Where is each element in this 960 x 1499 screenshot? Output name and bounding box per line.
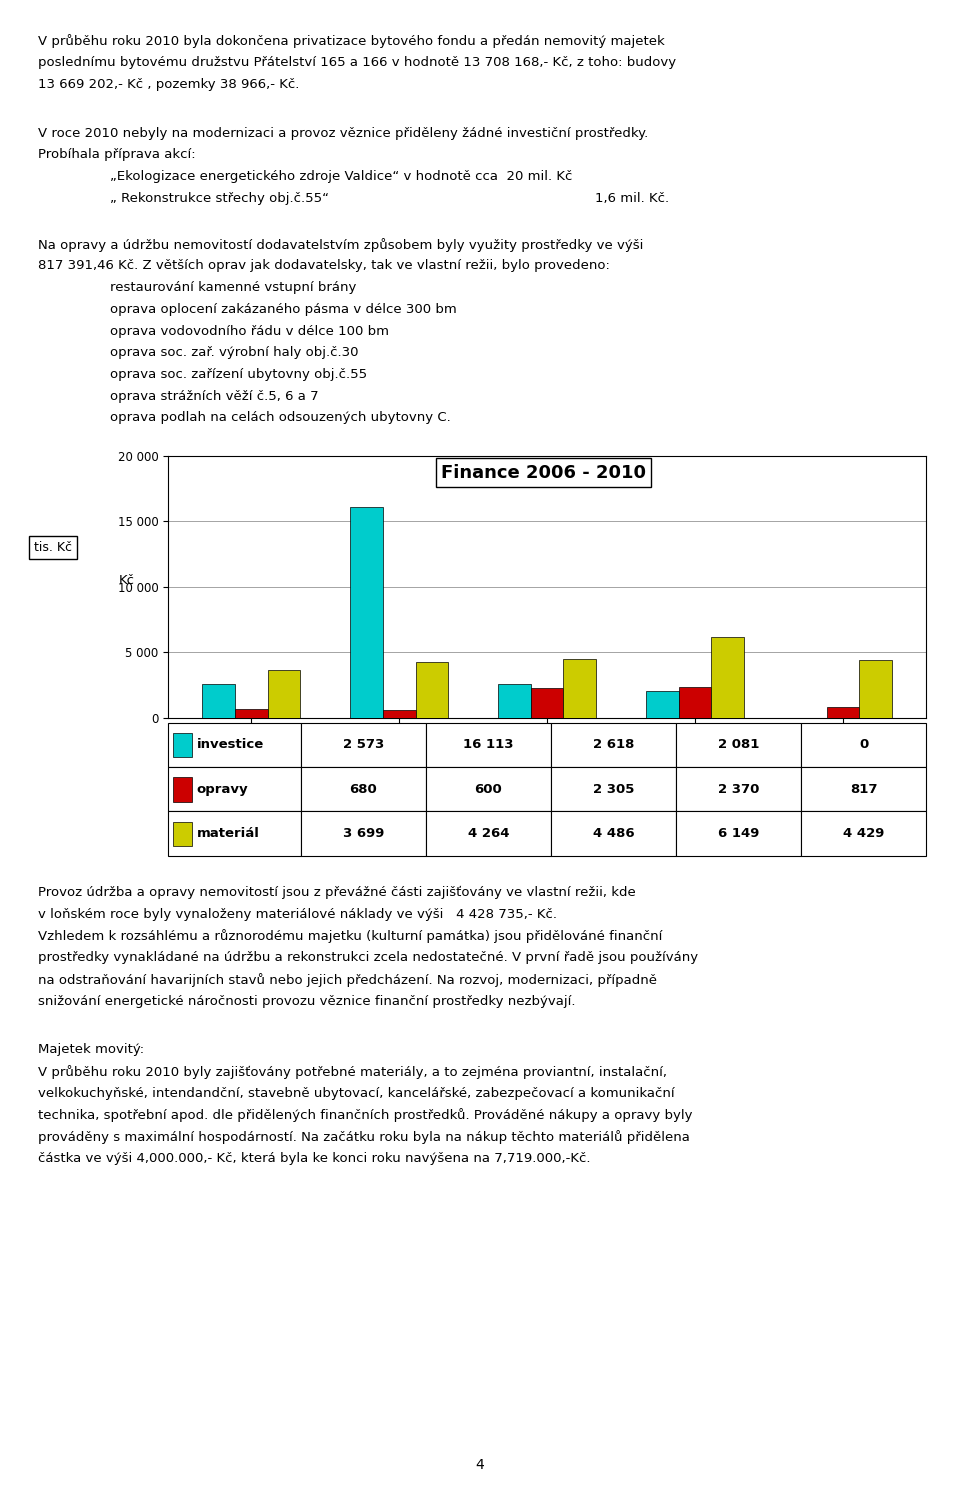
Text: V průběhu roku 2010 byly zajišťovány potřebné materiály, a to zejména proviantní: V průběhu roku 2010 byly zajišťovány pot…: [38, 1066, 667, 1079]
Text: 2 618: 2 618: [593, 738, 635, 751]
Bar: [350, 507, 383, 718]
Bar: [235, 709, 268, 718]
Bar: [300, 723, 426, 767]
Bar: [676, 723, 802, 767]
Text: technika, spotřební apod. dle přidělených finančních prostředků. Prováděné nákup: technika, spotřební apod. dle přidělenýc…: [38, 1109, 693, 1123]
Bar: [426, 811, 551, 856]
Text: velkokuchyňské, intendandční, stavebně ubytovací, kancelářské, zabezpečovací a k: velkokuchyňské, intendandční, stavebně u…: [38, 1087, 675, 1100]
Bar: [531, 688, 564, 718]
Bar: [646, 691, 679, 718]
Bar: [676, 811, 802, 856]
Text: 2 081: 2 081: [718, 738, 759, 751]
Text: opravy: opravy: [197, 782, 249, 796]
Text: tis. Kč: tis. Kč: [34, 541, 72, 555]
Bar: [168, 767, 300, 811]
Text: na odstraňování havarijních stavů nebo jejich předcházení. Na rozvoj, modernizac: na odstraňování havarijních stavů nebo j…: [38, 973, 658, 986]
Bar: [676, 767, 802, 811]
Text: 16 113: 16 113: [463, 738, 514, 751]
Bar: [173, 776, 191, 802]
Text: 4 264: 4 264: [468, 827, 509, 841]
Text: „ Rekonstrukce střechy obj.č.55“: „ Rekonstrukce střechy obj.č.55“: [110, 192, 329, 205]
Text: 1,6 mil. Kč.: 1,6 mil. Kč.: [595, 192, 669, 205]
Text: 6 149: 6 149: [718, 827, 759, 841]
Text: oprava strážních věží č.5, 6 a 7: oprava strážních věží č.5, 6 a 7: [110, 390, 319, 403]
Bar: [173, 821, 191, 845]
Text: 13 669 202,- Kč , pozemky 38 966,- Kč.: 13 669 202,- Kč , pozemky 38 966,- Kč.: [38, 78, 300, 91]
Text: 817: 817: [851, 782, 877, 796]
Text: Provoz údržba a opravy nemovitostí jsou z převážné části zajišťovány ve vlastní : Provoz údržba a opravy nemovitostí jsou …: [38, 886, 636, 899]
Text: 4: 4: [475, 1459, 485, 1472]
Text: V průběhu roku 2010 byla dokončena privatizace bytového fondu a předán nemovitý : V průběhu roku 2010 byla dokončena priva…: [38, 34, 665, 48]
Bar: [551, 811, 676, 856]
Bar: [498, 684, 531, 718]
Text: Na opravy a údržbu nemovitostí dodavatelstvím způsobem byly využity prostředky v: Na opravy a údržbu nemovitostí dodavatel…: [38, 238, 644, 252]
Text: 600: 600: [474, 782, 502, 796]
Text: snižování energetické náročnosti provozu věznice finanční prostředky nezbývají.: snižování energetické náročnosti provozu…: [38, 995, 576, 1007]
Bar: [802, 723, 926, 767]
Text: 4 486: 4 486: [592, 827, 635, 841]
Text: Probíhala příprava akcí:: Probíhala příprava akcí:: [38, 148, 196, 162]
Bar: [168, 811, 300, 856]
Text: Finance 2006 - 2010: Finance 2006 - 2010: [441, 463, 646, 481]
Text: poslednímu bytovému družstvu Přátelství 165 a 166 v hodnotě 13 708 168,- Kč, z t: poslednímu bytovému družstvu Přátelství …: [38, 55, 677, 69]
Text: 3 699: 3 699: [343, 827, 384, 841]
Bar: [711, 637, 744, 718]
Text: 4 429: 4 429: [843, 827, 884, 841]
Text: oprava vodovodního řádu v délce 100 bm: oprava vodovodního řádu v délce 100 bm: [110, 325, 390, 337]
Bar: [827, 708, 859, 718]
Bar: [168, 723, 300, 767]
Text: 2 370: 2 370: [718, 782, 759, 796]
Text: oprava oplocení zakázaného pásma v délce 300 bm: oprava oplocení zakázaného pásma v délce…: [110, 303, 457, 316]
Text: Vzhledem k rozsáhlému a různorodému majetku (kulturní památka) jsou přidělováné : Vzhledem k rozsáhlému a různorodému maje…: [38, 929, 662, 943]
Bar: [426, 723, 551, 767]
Bar: [268, 670, 300, 718]
Text: 2 305: 2 305: [593, 782, 635, 796]
Bar: [300, 811, 426, 856]
Text: „Ekologizace energetického zdroje Valdice“ v hodnotě cca  20 mil. Kč: „Ekologizace energetického zdroje Valdic…: [110, 171, 573, 183]
Text: Majetek movitý:: Majetek movitý:: [38, 1043, 145, 1057]
Bar: [173, 733, 191, 757]
Bar: [383, 711, 416, 718]
Bar: [802, 811, 926, 856]
Text: restaurování kamenné vstupní brány: restaurování kamenné vstupní brány: [110, 282, 357, 294]
Text: V roce 2010 nebyly na modernizaci a provoz věznice přiděleny žádné investiční pr: V roce 2010 nebyly na modernizaci a prov…: [38, 127, 649, 139]
Bar: [203, 684, 235, 718]
Text: oprava soc. zařízení ubytovny obj.č.55: oprava soc. zařízení ubytovny obj.č.55: [110, 369, 368, 381]
Text: 680: 680: [349, 782, 377, 796]
Bar: [679, 687, 711, 718]
Bar: [300, 767, 426, 811]
Text: prostředky vynakládané na údržbu a rekonstrukci zcela nedostatečné. V první řadě: prostředky vynakládané na údržbu a rekon…: [38, 952, 699, 964]
Text: oprava soc. zař. výrobní haly obj.č.30: oprava soc. zař. výrobní haly obj.č.30: [110, 346, 359, 360]
Text: investice: investice: [197, 738, 264, 751]
Bar: [564, 660, 596, 718]
Bar: [426, 767, 551, 811]
Text: prováděny s maximální hospodárností. Na začátku roku byla na nákup těchto materi: prováděny s maximální hospodárností. Na …: [38, 1130, 690, 1144]
Bar: [551, 723, 676, 767]
Bar: [551, 767, 676, 811]
Text: 817 391,46 Kč. Z větších oprav jak dodavatelsky, tak ve vlastní režii, bylo prov: 817 391,46 Kč. Z větších oprav jak dodav…: [38, 259, 611, 273]
Text: oprava podlah na celách odsouzených ubytovny C.: oprava podlah na celách odsouzených ubyt…: [110, 412, 451, 424]
Bar: [859, 660, 892, 718]
Text: 0: 0: [859, 738, 869, 751]
Text: v loňském roce byly vynaloženy materiálové náklady ve výši   4 428 735,- Kč.: v loňském roce byly vynaloženy materiálo…: [38, 908, 558, 920]
Text: materiál: materiál: [197, 827, 260, 841]
Text: částka ve výši 4,000.000,- Kč, která byla ke konci roku navýšena na 7,719.000,-K: částka ve výši 4,000.000,- Kč, která byl…: [38, 1153, 591, 1165]
Text: 2 573: 2 573: [343, 738, 384, 751]
Bar: [416, 663, 448, 718]
Bar: [802, 767, 926, 811]
Y-axis label: Kč: Kč: [118, 574, 134, 588]
